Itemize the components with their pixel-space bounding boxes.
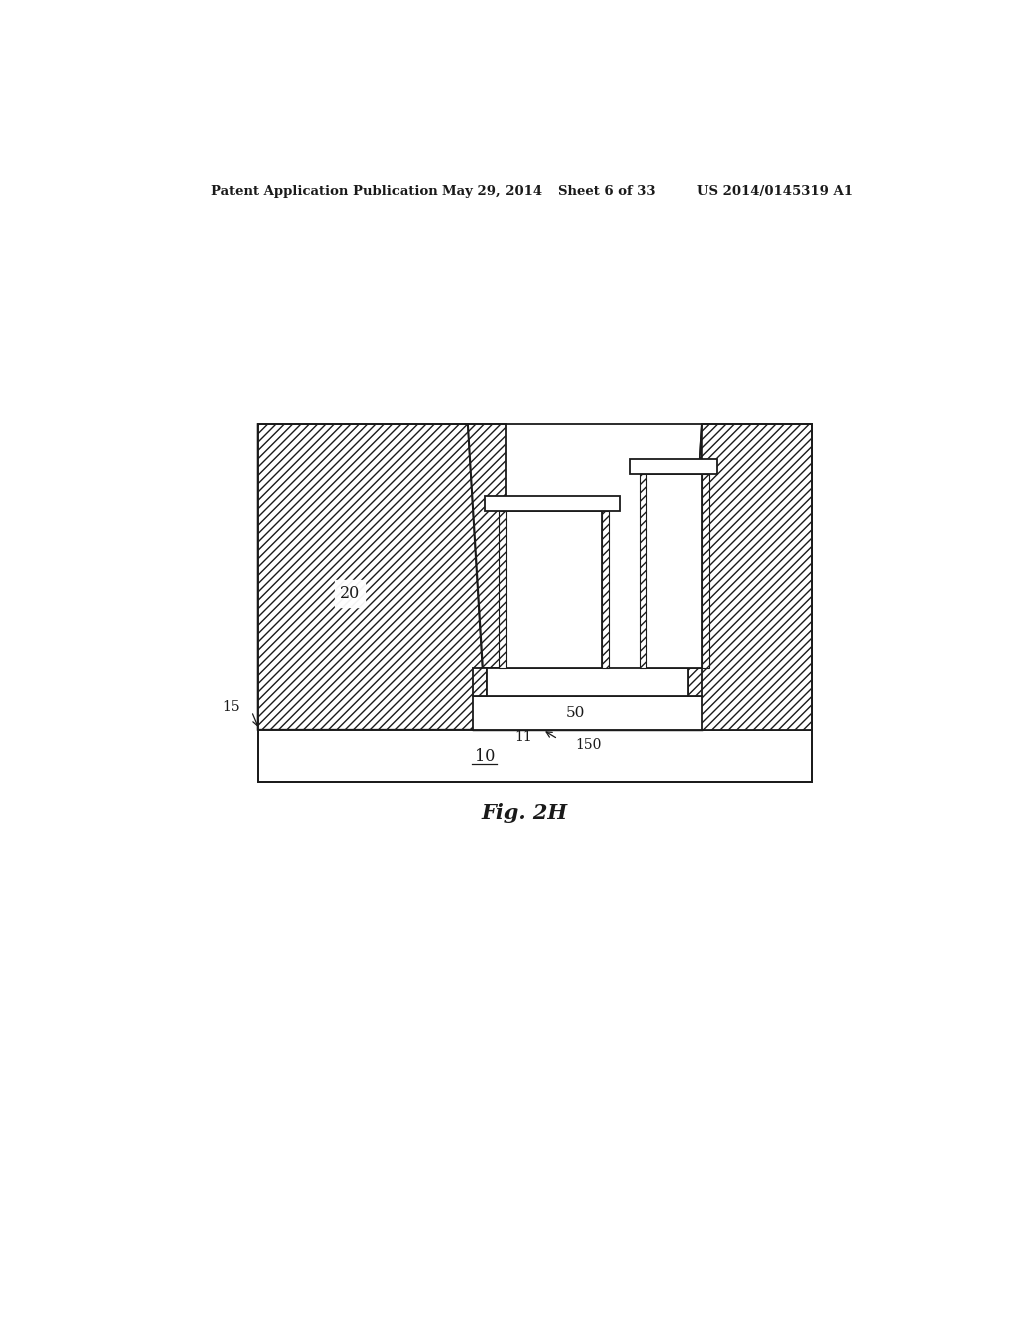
- Circle shape: [548, 686, 558, 696]
- Text: May 29, 2014: May 29, 2014: [442, 185, 543, 198]
- Text: 150: 150: [575, 738, 602, 752]
- Circle shape: [480, 686, 489, 696]
- Text: 15: 15: [222, 700, 240, 714]
- Text: Fig. 2H: Fig. 2H: [481, 803, 568, 822]
- Bar: [602, 511, 608, 668]
- Bar: [688, 668, 701, 696]
- Text: 20: 20: [340, 585, 360, 602]
- Bar: [258, 730, 812, 781]
- Bar: [484, 496, 620, 511]
- Bar: [630, 459, 717, 474]
- Bar: [473, 668, 487, 696]
- Circle shape: [685, 686, 695, 696]
- Polygon shape: [468, 424, 506, 668]
- Text: 50: 50: [566, 706, 586, 719]
- Circle shape: [663, 686, 673, 696]
- Circle shape: [503, 686, 513, 696]
- Text: 11: 11: [514, 730, 532, 744]
- Circle shape: [640, 686, 649, 696]
- Text: Patent Application Publication: Patent Application Publication: [211, 185, 438, 198]
- Circle shape: [525, 686, 536, 696]
- Circle shape: [616, 686, 627, 696]
- Bar: [646, 474, 701, 668]
- Bar: [487, 668, 688, 696]
- Bar: [473, 696, 701, 730]
- Text: 80: 80: [655, 546, 676, 564]
- Circle shape: [571, 686, 582, 696]
- Polygon shape: [683, 424, 812, 730]
- Text: Sheet 6 of 33: Sheet 6 of 33: [558, 185, 655, 198]
- Bar: [500, 511, 506, 668]
- Bar: [640, 474, 646, 668]
- Polygon shape: [687, 424, 701, 668]
- Bar: [701, 474, 709, 668]
- Polygon shape: [258, 424, 486, 730]
- Text: 80: 80: [521, 573, 541, 590]
- Bar: [506, 511, 602, 668]
- Circle shape: [594, 686, 604, 696]
- Text: US 2014/0145319 A1: US 2014/0145319 A1: [696, 185, 853, 198]
- Bar: [258, 424, 812, 781]
- Text: 10: 10: [474, 748, 495, 766]
